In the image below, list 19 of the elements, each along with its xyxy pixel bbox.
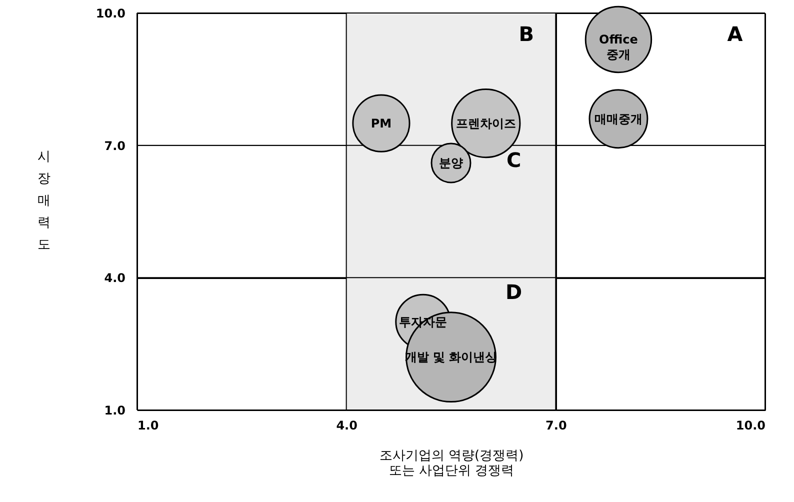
x-tick-label: 7.0 [546,418,567,432]
x-tick-label: 4.0 [336,418,358,432]
y-tick-label: 4.0 [104,271,126,286]
y-tick-label: 10.0 [96,6,126,20]
annotation: A [727,22,744,46]
series-label: Office 중개 [599,32,638,62]
x-tick-label: 1.0 [138,418,159,432]
annotation: D [505,280,522,304]
x-axis-title: 조사기업의 역량(경쟁력) 또는 사업단위 경쟁력 [379,448,524,478]
y-tick-label: 1.0 [104,404,126,418]
y-axis-title: 시장매력도 [38,150,50,252]
series-label: 매매중개 [594,112,642,126]
series-label: 프렌차이즈 [456,116,516,130]
series-label: PM [370,116,392,130]
annotation: B [518,22,534,46]
annotation: C [506,148,522,172]
series-label: 분양 [439,156,463,170]
x-tick-label: 10.0 [736,418,766,432]
y-tick-label: 7.0 [104,138,126,153]
